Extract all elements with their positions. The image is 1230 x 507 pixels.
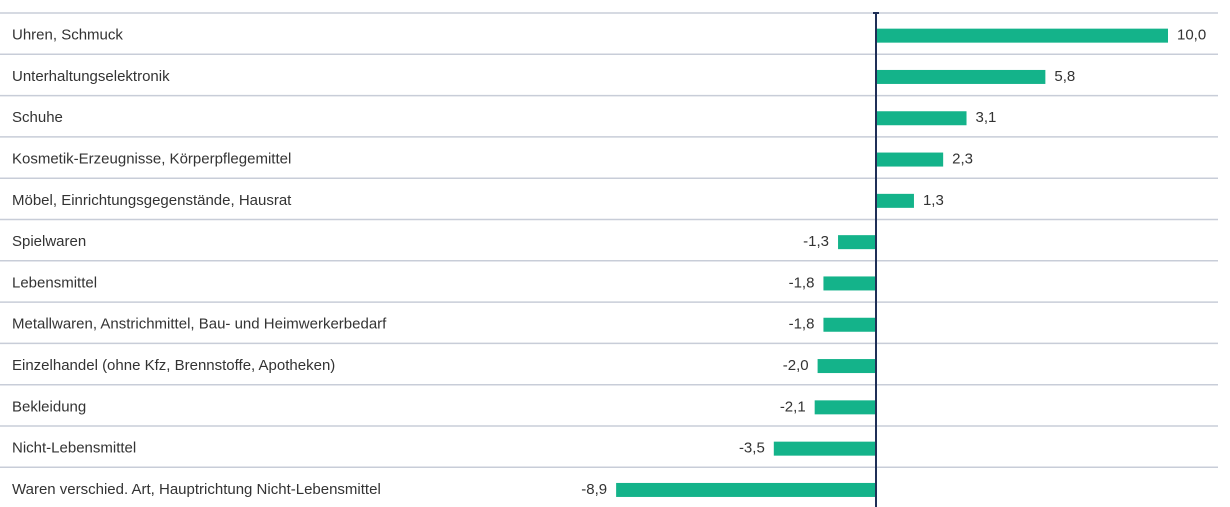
- value-label: -8,9: [581, 481, 607, 498]
- category-label: Kosmetik-Erzeugnisse, Körperpflegemittel: [12, 151, 291, 168]
- value-label: 5,8: [1054, 68, 1075, 85]
- value-label: -1,3: [803, 233, 829, 250]
- bar: [814, 400, 876, 415]
- category-label: Schuhe: [12, 109, 63, 126]
- category-label: Lebensmittel: [12, 274, 97, 291]
- value-label: 3,1: [976, 109, 997, 126]
- bar: [823, 276, 876, 291]
- bar: [876, 69, 1046, 84]
- value-label: -2,0: [783, 357, 809, 374]
- bar: [876, 152, 944, 167]
- bar: [823, 317, 876, 332]
- bar: [838, 235, 876, 250]
- value-label: 10,0: [1177, 27, 1206, 44]
- category-label: Einzelhandel (ohne Kfz, Brennstoffe, Apo…: [12, 357, 335, 374]
- value-label: 2,3: [952, 151, 973, 168]
- value-label: 1,3: [923, 192, 944, 209]
- value-label: -3,5: [739, 440, 765, 457]
- bar: [876, 193, 914, 208]
- category-label: Bekleidung: [12, 398, 86, 415]
- category-label: Unterhaltungselektronik: [12, 68, 170, 85]
- value-label: -2,1: [780, 398, 806, 415]
- value-label: -1,8: [789, 316, 815, 333]
- category-label: Waren verschied. Art, Hauptrichtung Nich…: [12, 481, 381, 498]
- category-label: Uhren, Schmuck: [12, 27, 123, 44]
- category-label: Nicht-Lebensmittel: [12, 440, 136, 457]
- category-label: Spielwaren: [12, 233, 86, 250]
- category-label: Möbel, Einrichtungsgegenstände, Hausrat: [12, 192, 292, 209]
- bar: [817, 359, 876, 374]
- bar: [616, 482, 876, 497]
- value-label: -1,8: [789, 274, 815, 291]
- bar: [773, 441, 876, 456]
- bar: [876, 28, 1168, 43]
- bar: [876, 111, 967, 126]
- category-label: Metallwaren, Anstrichmittel, Bau- und He…: [12, 316, 387, 333]
